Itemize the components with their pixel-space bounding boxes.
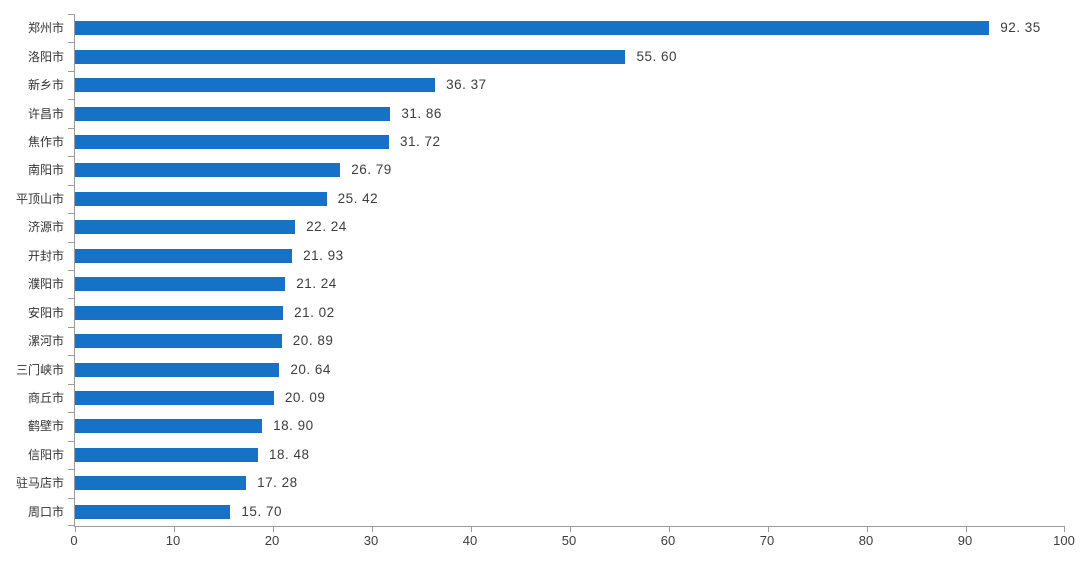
value-label: 55. 60 [636,48,677,64]
category-label: 焦作市 [27,135,64,149]
x-axis-tick [75,527,76,532]
y-axis-tick [68,14,74,15]
x-axis-tick [867,527,868,532]
x-axis-tick-label: 100 [1053,533,1075,548]
y-axis-tick [68,128,74,129]
y-axis-tick [68,99,74,100]
bar-济源市 [75,220,296,235]
bar-平顶山市 [75,191,327,206]
category-label: 平顶山市 [15,191,64,206]
value-label: 21. 02 [294,304,335,320]
x-axis-tick-label: 0 [70,533,78,548]
x-axis-tick-label: 70 [759,533,775,548]
bar-洛阳市 [75,49,626,64]
x-axis-tick-label: 40 [462,533,478,548]
value-label: 20. 64 [290,361,331,377]
bar-商丘市 [75,391,274,405]
value-label: 25. 42 [337,190,379,206]
y-axis-tick [68,525,74,526]
category-label: 洛阳市 [27,49,64,64]
y-axis-tick [68,298,74,299]
value-label: 17. 28 [257,475,298,491]
y-axis-tick [68,498,74,499]
bar-郑州市 [75,21,990,36]
x-axis-tick [372,527,373,532]
category-label: 漯河市 [27,334,64,349]
x-axis-tick [570,527,571,532]
x-axis-tick-label: 30 [363,533,379,548]
value-label: 20. 09 [284,390,326,405]
y-axis-tick [68,185,74,186]
value-label: 36. 37 [446,77,487,93]
category-label: 周口市 [27,504,64,519]
category-label: 济源市 [27,220,64,235]
y-axis-tick [68,156,74,157]
value-label: 92. 35 [1000,20,1041,36]
y-axis-tick [68,355,74,356]
value-label: 31. 86 [401,105,442,121]
bar-焦作市 [75,135,390,149]
plot-area: 92. 35 55. 60 36. 37 31. 86 31. 72 26. 79 25. … [68,14,1065,532]
bar-南阳市 [75,163,341,178]
bar-许昌市 [75,106,391,121]
y-axis-tick [68,242,74,243]
x-axis-tick-label: 90 [957,533,973,548]
y-axis-tick [68,213,74,214]
category-label: 许昌市 [27,106,64,121]
bar-信阳市 [75,447,258,462]
category-label: 驻马店市 [15,476,64,491]
value-label: 26. 79 [351,162,392,178]
value-label: 21. 24 [296,276,337,292]
y-axis-tick [68,412,74,413]
value-label: 20. 89 [292,333,334,349]
x-axis-tick [273,527,274,532]
bar-驻马店市 [75,476,247,491]
category-label: 安阳市 [27,305,64,320]
bar-安阳市 [75,305,284,320]
bar-开封市 [75,248,293,263]
category-label: 鹤壁市 [27,419,64,434]
y-axis-tick [68,270,74,271]
bar-漯河市 [75,334,282,349]
x-axis-tick-label: 60 [660,533,676,548]
x-axis-tick-label: 20 [264,533,280,548]
x-axis-tick [768,527,769,532]
y-axis-tick [68,384,74,385]
y-axis-tick [68,42,74,43]
category-label: 开封市 [27,248,64,263]
value-label: 15. 70 [241,503,282,519]
y-axis-tick [68,441,74,442]
bar-濮阳市 [75,277,286,292]
bar-鹤壁市 [75,419,263,434]
x-axis-tick [1064,527,1065,532]
category-label: 新乡市 [27,78,64,93]
value-label: 22. 24 [306,219,347,235]
x-axis-tick [174,527,175,532]
value-label: 21. 93 [303,247,344,263]
value-label: 18. 90 [273,418,314,434]
bar-周口市 [75,504,231,519]
category-label: 郑州市 [27,21,64,36]
category-label: 濮阳市 [27,277,64,292]
y-axis-tick [68,71,74,72]
bar-三门峡市 [75,362,280,377]
value-label: 18. 48 [268,446,310,462]
x-axis-tick [669,527,670,532]
x-axis-tick [471,527,472,532]
category-label: 信阳市 [27,447,64,462]
category-label: 三门峡市 [15,362,64,377]
y-axis-tick [68,469,74,470]
x-axis-tick-label: 10 [165,533,181,548]
y-axis-tick [68,327,74,328]
x-axis-tick-label: 80 [858,533,874,548]
x-axis-tick-label: 50 [561,533,577,548]
category-label: 南阳市 [27,163,64,178]
bar-新乡市 [75,78,436,93]
category-label: 商丘市 [27,391,64,405]
value-label: 31. 72 [400,134,441,149]
x-axis-tick [966,527,967,532]
